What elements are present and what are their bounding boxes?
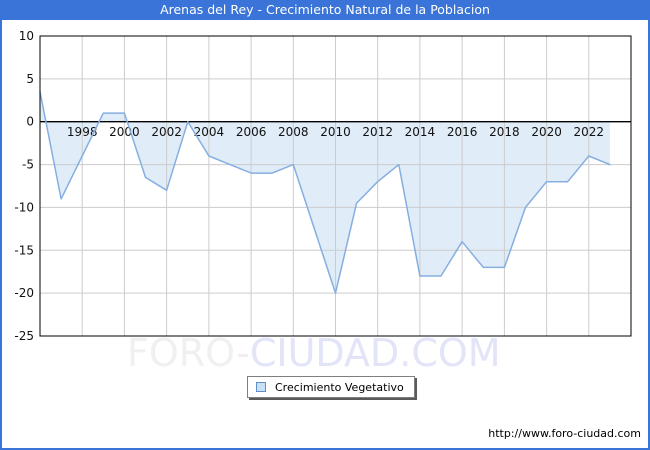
svg-text:2020: 2020 <box>531 125 562 139</box>
legend-label: Crecimiento Vegetativo <box>275 380 404 394</box>
svg-text:2014: 2014 <box>405 125 436 139</box>
svg-text:10: 10 <box>19 29 34 43</box>
watermark-text-right: CIUDAD.COM <box>249 331 501 375</box>
svg-text:2018: 2018 <box>489 125 520 139</box>
svg-text:2008: 2008 <box>278 125 309 139</box>
title-bar: Arenas del Rey - Crecimiento Natural de … <box>0 0 650 20</box>
legend[interactable]: Crecimiento Vegetativo <box>247 376 415 398</box>
legend-marker-icon <box>256 382 266 392</box>
svg-text:5: 5 <box>26 72 34 86</box>
svg-text:-10: -10 <box>14 200 34 214</box>
svg-text:2016: 2016 <box>447 125 478 139</box>
svg-text:2006: 2006 <box>236 125 267 139</box>
area-fill <box>40 91 610 294</box>
svg-text:-20: -20 <box>14 286 34 300</box>
svg-text:2010: 2010 <box>320 125 351 139</box>
svg-text:2022: 2022 <box>574 125 605 139</box>
footer-link[interactable]: http://www.foro-ciudad.com <box>488 427 641 440</box>
svg-text:1998: 1998 <box>67 125 98 139</box>
svg-text:-15: -15 <box>14 243 34 257</box>
svg-text:2012: 2012 <box>362 125 393 139</box>
svg-text:2004: 2004 <box>194 125 225 139</box>
svg-text:0: 0 <box>26 115 34 129</box>
watermark: FORO-CIUDAD.COM <box>127 334 501 372</box>
svg-text:2000: 2000 <box>109 125 140 139</box>
gridlines <box>40 36 631 336</box>
watermark-text-left: FORO- <box>127 331 250 375</box>
y-axis-labels: 10 5 0 -5 -10 -15 -20 -25 <box>14 29 34 343</box>
plot-border <box>39 35 632 337</box>
data-line <box>39 90 611 294</box>
svg-text:2002: 2002 <box>151 125 182 139</box>
svg-text:-5: -5 <box>22 158 34 172</box>
svg-text:-25: -25 <box>14 329 34 343</box>
page-title: Arenas del Rey - Crecimiento Natural de … <box>160 2 490 17</box>
x-axis-labels: 1998 2000 2002 2004 2006 2008 2010 2012 2014 2016… <box>67 125 604 139</box>
